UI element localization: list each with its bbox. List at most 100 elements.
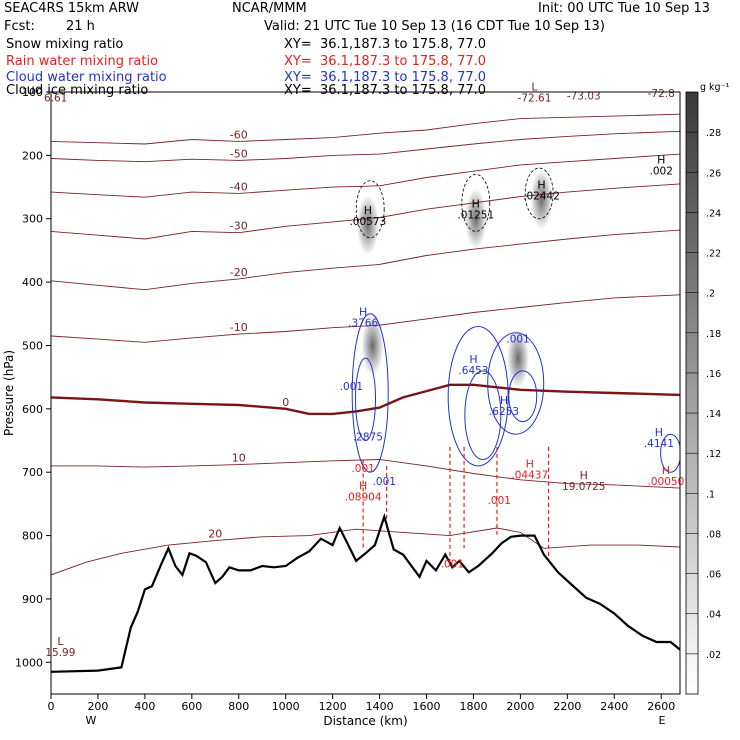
cloud-ice-contour <box>355 180 385 239</box>
cloud-water-maximum-marker: H <box>469 353 477 366</box>
colorbar-tick-label: .06 <box>706 570 721 581</box>
cloud-ice-maximum-value: .00573 <box>349 216 386 228</box>
cloud-water-contour <box>508 370 538 423</box>
colorbar-tick-label: .24 <box>706 208 721 219</box>
y-axis-tick-label: 500 <box>22 339 43 352</box>
colorbar-tick-label: .16 <box>706 369 721 380</box>
colorbar-tick-label: .08 <box>706 529 721 540</box>
temperature-contour <box>51 527 680 576</box>
temperature-contour-label: -60 <box>230 128 248 141</box>
y-axis-tick-label: 200 <box>22 149 43 162</box>
field-xy-cloud-water: XY= 36.1,187.3 to 175.8, 77.0 <box>284 70 487 85</box>
x-axis-tick-label: 1000 <box>272 700 300 713</box>
x-axis-tick-label: 1600 <box>413 700 441 713</box>
cloud-water-contour <box>355 357 376 442</box>
x-axis-tick-label: 200 <box>87 700 108 713</box>
temperature-extremum-value: 15.99 <box>45 647 75 659</box>
temperature-extremum-value: 19.0725 <box>562 481 605 493</box>
init-time: Init: 00 UTC Tue 10 Sep 13 <box>538 1 711 16</box>
y-axis-tick-label: 700 <box>22 466 43 479</box>
cloud-water-maximum-value: .4141 <box>644 438 674 450</box>
x-axis-tick-label: 800 <box>228 700 249 713</box>
field-xy-cloud-ice: XY= 36.1,187.3 to 175.8, 77.0 <box>284 83 487 98</box>
experiment-title: SEAC4RS 15km ARW <box>4 1 140 16</box>
field-xy-snow: XY= 36.1,187.3 to 175.8, 77.0 <box>284 37 487 52</box>
rain-water-maximum-marker: H <box>526 458 534 471</box>
temperature-extremum-value: -72.8 <box>648 88 675 100</box>
y-axis-title: Pressure (hPa) <box>2 350 16 436</box>
colorbar-tick-label: .2 <box>706 289 715 300</box>
cloud-ice-contour <box>524 167 554 220</box>
field-xy-rain: XY= 36.1,187.3 to 175.8, 77.0 <box>284 54 487 69</box>
x-axis-tick-label: 400 <box>134 700 155 713</box>
temperature-contour <box>51 294 680 343</box>
temperature-contour <box>51 183 680 240</box>
colorbar-tick-label: .12 <box>706 449 721 460</box>
cloud-water-contour <box>660 433 680 473</box>
cloud-water-maximum-value: .001 <box>373 476 396 488</box>
temperature-contour-label: -30 <box>230 220 248 233</box>
rain-water-maximum-value: .001 <box>488 495 511 507</box>
x-axis-tick-label: 1400 <box>366 700 394 713</box>
temperature-contour-label: -50 <box>230 147 248 160</box>
colorbar-tick-label: .22 <box>706 249 721 260</box>
forecast-hour-label: Fcst: <box>4 19 35 34</box>
x-axis-tick-label: 0 <box>48 700 55 713</box>
colorbar-unit: g kg⁻¹ <box>700 82 730 93</box>
cloud-water-maximum-marker: H <box>655 426 663 439</box>
rain-water-maximum-marker: H <box>359 480 367 493</box>
x-axis-title: Distance (km) <box>323 714 407 728</box>
temperature-contour <box>51 113 680 145</box>
cloud-water-maximum-marker: H <box>359 305 367 318</box>
temperature-extremum-value: -73.03 <box>567 91 601 103</box>
x-axis-tick-label: 1200 <box>319 700 347 713</box>
forecast-hour-value: 21 h <box>66 19 95 34</box>
temperature-contour-label: 10 <box>232 452 246 465</box>
temperature-contour <box>51 153 680 198</box>
temperature-extremum-value: 6.61 <box>44 93 67 105</box>
x-axis-tick-label: 2200 <box>553 700 581 713</box>
cloud-water-contour <box>351 313 389 473</box>
rain-water-maximum-value: .04437 <box>511 470 548 482</box>
rain-water-maximum-value: .001 <box>441 558 464 570</box>
field-label-snow: Snow mixing ratio <box>6 37 124 52</box>
cloud-water-maximum-marker: H <box>500 394 508 407</box>
rain-water-maximum-marker: H <box>662 464 670 477</box>
y-axis-tick-label: 600 <box>22 403 43 416</box>
colorbar-tick-label: .04 <box>706 610 721 621</box>
cloud-ice-maximum-value: .01251 <box>457 210 494 222</box>
cloud-ice-maximum-marker: H <box>364 204 372 217</box>
temperature-extremum-marker: L <box>57 635 64 648</box>
x-axis-tick-label: 2000 <box>506 700 534 713</box>
temperature-contour <box>51 383 680 416</box>
cloud-ice-contour <box>461 173 491 232</box>
rain-water-maximum-value: .001 <box>351 463 374 475</box>
temperature-contour-label: -10 <box>230 321 248 334</box>
cloud-ice-maximum-value: .02442 <box>523 191 560 203</box>
y-axis-tick-label: 1000 <box>15 656 43 669</box>
field-label-rain: Rain water mixing ratio <box>6 54 159 69</box>
cloud-ice-maximum-value: .002 <box>650 165 673 177</box>
temperature-contour-label: -40 <box>230 180 248 193</box>
ice-shading-plume <box>361 315 384 376</box>
x-axis-tick-label: 1800 <box>459 700 487 713</box>
temperature-contour-label: 20 <box>208 528 222 541</box>
temperature-contour <box>51 459 680 489</box>
x-axis-tick-label: 600 <box>181 700 202 713</box>
cloud-water-contour <box>487 332 545 435</box>
colorbar-tick-label: .02 <box>706 650 721 661</box>
x-axis-end-label: E <box>659 714 666 727</box>
plot-content <box>51 113 680 673</box>
cloud-water-maximum-value: .001 <box>340 381 363 393</box>
x-axis-tick-label: 2400 <box>600 700 628 713</box>
cloud-ice-maximum-marker: H <box>657 153 665 166</box>
y-axis-tick-label: 800 <box>22 530 43 543</box>
temperature-contour-label: 0 <box>282 396 289 409</box>
plot-frame <box>50 91 681 695</box>
colorbar-tick-label: .28 <box>706 128 721 139</box>
cloud-water-maximum-value: .001 <box>506 333 529 345</box>
ice-shading-plume <box>356 195 379 256</box>
rain-water-maximum-value: .00050 <box>648 476 685 488</box>
cloud-water-maximum-value: .6453 <box>458 365 488 377</box>
